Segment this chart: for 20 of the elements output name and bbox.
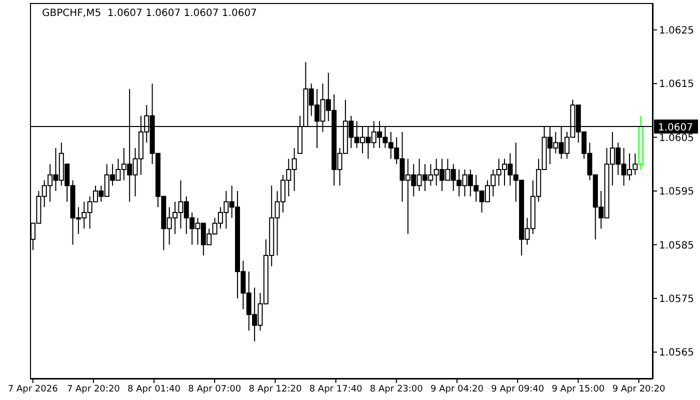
- y-tick-label: 1.0595: [659, 186, 694, 198]
- y-tick-label: 1.0575: [659, 294, 694, 305]
- x-tick-label: 9 Apr 04:20: [430, 384, 484, 394]
- x-tick-label: 8 Apr 23:00: [370, 384, 424, 394]
- x-tick-label: 8 Apr 17:40: [309, 384, 363, 394]
- x-tick-label: 7 Apr 20:20: [66, 384, 120, 394]
- y-tick-label: 1.0585: [659, 240, 694, 252]
- x-tick-label: 9 Apr 20:20: [612, 384, 666, 394]
- y-tick-label: 1.0565: [659, 348, 694, 359]
- y-tick-label: 1.0625: [659, 25, 694, 36]
- x-tick-label: 9 Apr 09:40: [491, 384, 544, 394]
- y-tick-label: 1.0615: [659, 79, 694, 90]
- x-tick-label: 8 Apr 01:40: [128, 384, 181, 394]
- x-tick-label: 9 Apr 15:00: [552, 384, 605, 394]
- x-tick-label: 8 Apr 12:20: [248, 384, 302, 394]
- y-tick-label: 1.0605: [659, 132, 694, 144]
- x-tick-label: 8 Apr 07:00: [188, 384, 242, 394]
- text: GBPCHF,M5 1.0607 1.0607 1.0607 1.0607: [42, 8, 257, 19]
- x-tick-label: 7 Apr 2026: [8, 384, 58, 394]
- ref-line-label: 1.0607: [658, 122, 693, 134]
